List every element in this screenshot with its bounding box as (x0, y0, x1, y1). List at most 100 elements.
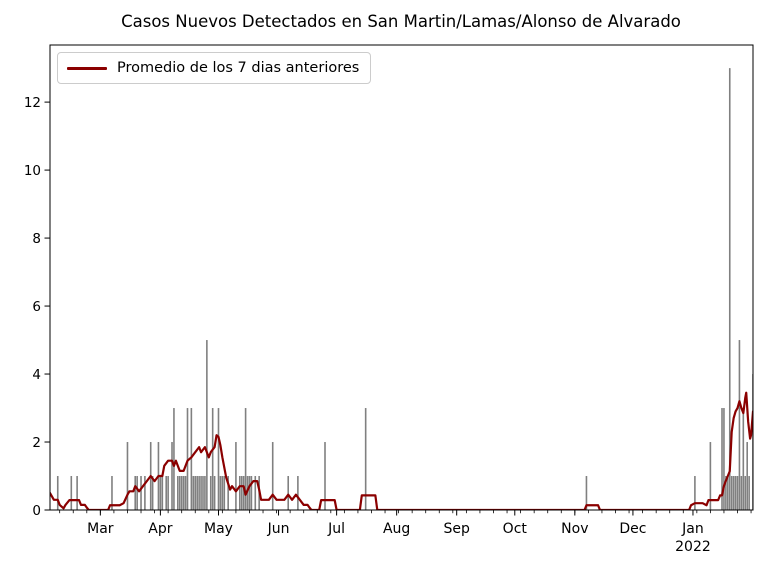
daily-case-bar (182, 476, 185, 510)
daily-case-bar (200, 476, 202, 510)
daily-case-bar (744, 476, 747, 510)
daily-case-bar (728, 68, 731, 511)
bars-layer (56, 68, 754, 511)
x-axis: Mar Apr May Jun Jul Aug Sep Oct Nov Dec Jan 2022 (87, 510, 711, 555)
daily-case-bar (742, 408, 745, 510)
daily-case-bar (140, 476, 142, 510)
daily-case-bar (134, 476, 137, 510)
daily-case-bar (161, 476, 164, 510)
x-tick-label: Sep (443, 521, 470, 537)
daily-case-bar (235, 442, 237, 510)
y-tick-label: 10 (24, 163, 41, 179)
daily-case-bar (248, 476, 251, 510)
daily-case-bar (144, 476, 146, 510)
daily-case-bar (730, 476, 733, 510)
daily-case-bar (725, 476, 727, 510)
daily-case-bar (184, 476, 187, 510)
daily-case-bar (211, 408, 214, 510)
daily-case-bar (196, 476, 198, 510)
daily-case-bar (202, 476, 204, 510)
daily-case-bar (254, 476, 257, 510)
daily-case-bar (178, 476, 181, 510)
x-tick-label: May (204, 521, 233, 537)
daily-case-bar (748, 476, 750, 510)
daily-case-bar (223, 476, 226, 510)
daily-case-bar (723, 408, 725, 510)
daily-case-bar (204, 476, 206, 510)
daily-case-bar (727, 476, 729, 510)
daily-case-bar (151, 476, 154, 510)
daily-case-bar (740, 476, 743, 510)
plot-border (49, 44, 754, 511)
x-tick-label: Nov (561, 521, 588, 537)
legend-label: Promedio de los 7 dias anteriores (117, 60, 360, 76)
daily-case-bar (219, 476, 222, 510)
daily-case-bar (136, 476, 138, 510)
daily-case-bar (364, 408, 367, 510)
daily-case-bar (167, 476, 169, 510)
daily-case-bar (209, 476, 212, 510)
x-tick-label: Aug (383, 521, 410, 537)
daily-case-bar (709, 442, 712, 510)
y-tick-label: 8 (32, 231, 41, 247)
daily-case-bar (206, 340, 208, 510)
daily-case-bar (227, 476, 229, 510)
legend: Promedio de los 7 dias anteriores (57, 52, 372, 84)
daily-case-bar (271, 442, 274, 510)
daily-case-bar (165, 476, 167, 510)
daily-case-bar (70, 476, 73, 510)
x-tick-label: Dec (619, 521, 646, 537)
daily-case-bar (734, 476, 737, 510)
daily-case-bar (177, 476, 179, 510)
daily-case-bar (173, 408, 175, 510)
daily-case-bar (126, 442, 129, 510)
y-tick-label: 6 (32, 299, 41, 315)
daily-case-bar (76, 476, 78, 510)
daily-case-bar (242, 476, 245, 510)
daily-case-bar (732, 476, 735, 510)
legend-line-sample-icon (67, 66, 107, 70)
daily-case-bar (585, 476, 588, 510)
year-label: 2022 (675, 539, 711, 555)
x-tick-label: Mar (87, 521, 114, 537)
chart-title: Casos Nuevos Detectados en San Martin/La… (121, 12, 681, 31)
daily-case-bar (694, 476, 696, 510)
daily-case-bar (746, 442, 748, 510)
daily-case-bar (721, 408, 723, 510)
x-tick-label: Oct (503, 521, 528, 537)
daily-case-bar (213, 476, 216, 510)
daily-case-bar (180, 476, 183, 510)
daily-case-bar (287, 476, 290, 510)
daily-case-bar (297, 476, 299, 510)
daily-case-bar (159, 476, 162, 510)
daily-case-bar (738, 340, 741, 510)
daily-case-bar (194, 476, 197, 510)
daily-case-bar (217, 408, 220, 510)
x-tick-label: Apr (148, 521, 172, 537)
daily-case-bar (192, 476, 195, 510)
x-tick-label: Jun (267, 521, 290, 537)
x-tick-label: Jul (327, 521, 345, 537)
y-tick-label: 0 (32, 503, 41, 519)
daily-case-bar (56, 476, 59, 510)
daily-case-bar (736, 476, 739, 510)
daily-case-bar (240, 476, 243, 510)
daily-case-bar (324, 442, 326, 510)
daily-case-bar (111, 476, 113, 510)
y-tick-label: 4 (32, 367, 41, 383)
y-tick-label: 12 (24, 95, 41, 111)
daily-case-bar (244, 408, 247, 510)
x-tick-label: Jan (681, 521, 704, 537)
daily-case-bar (198, 476, 200, 510)
daily-case-bar (190, 408, 193, 510)
y-tick-label: 2 (32, 435, 41, 451)
daily-case-bar (221, 476, 224, 510)
y-axis: 0 2 4 6 8 10 12 (24, 95, 50, 519)
average-line (49, 391, 754, 511)
daily-case-bar (250, 476, 253, 510)
daily-case-bar (171, 442, 173, 510)
daily-case-bar (238, 476, 241, 510)
daily-case-bar (186, 408, 189, 510)
